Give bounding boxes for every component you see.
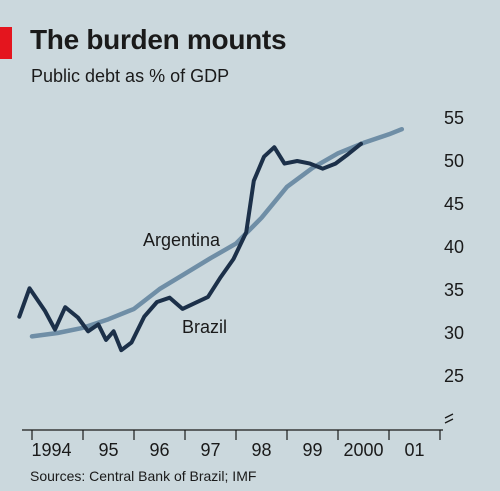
x-tick-label: 98 — [251, 440, 271, 460]
x-tick-label: 1994 — [31, 440, 71, 460]
series-label-argentina: Argentina — [143, 230, 221, 250]
y-tick-label: 35 — [444, 280, 464, 300]
x-tick-label: 97 — [200, 440, 220, 460]
x-tick-label: 96 — [149, 440, 169, 460]
x-tick-label: 2000 — [343, 440, 383, 460]
y-tick-label: 50 — [444, 151, 464, 171]
chart-title: The burden mounts — [30, 24, 287, 55]
y-tick-label: 30 — [444, 323, 464, 343]
chart-subtitle: Public debt as % of GDP — [31, 66, 230, 86]
axis-break-mark — [444, 413, 454, 424]
series-line-argentina — [29, 126, 405, 339]
y-tick-label: 25 — [444, 366, 464, 386]
series-label-brazil: Brazil — [182, 317, 227, 337]
x-tick-label: 95 — [98, 440, 118, 460]
source-note: Sources: Central Bank of Brazil; IMF — [30, 468, 257, 484]
series-line-brazil — [17, 141, 363, 353]
x-tick-label: 99 — [302, 440, 322, 460]
x-tick-label: 01 — [404, 440, 424, 460]
y-tick-label: 45 — [444, 194, 464, 214]
y-tick-label: 40 — [444, 237, 464, 257]
red-tag — [0, 27, 12, 59]
y-tick-label: 55 — [444, 108, 464, 128]
